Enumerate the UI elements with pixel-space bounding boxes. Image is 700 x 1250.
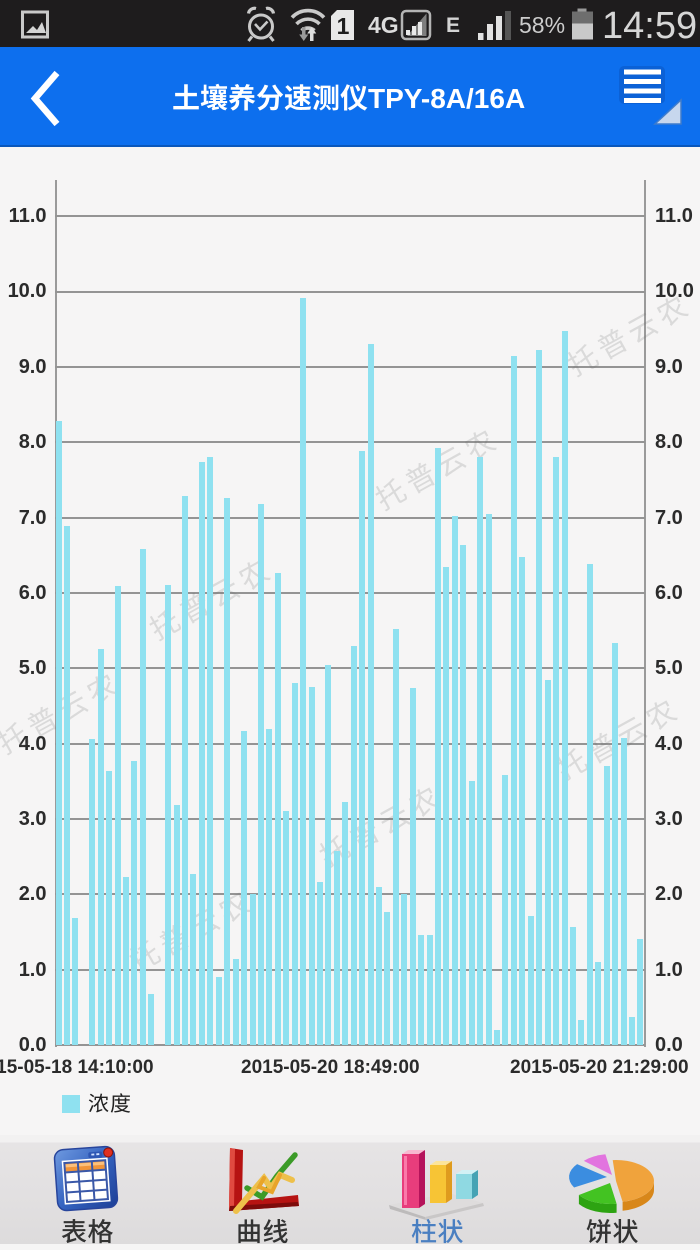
svg-text:14:59: 14:59: [602, 5, 697, 47]
svg-text:E: E: [446, 14, 460, 37]
svg-text:4G: 4G: [368, 12, 399, 38]
svg-text:1: 1: [337, 13, 350, 39]
svg-text:58%: 58%: [519, 12, 565, 38]
svg-text:TPY-8A/16A: TPY-8A/16A: [368, 83, 525, 114]
